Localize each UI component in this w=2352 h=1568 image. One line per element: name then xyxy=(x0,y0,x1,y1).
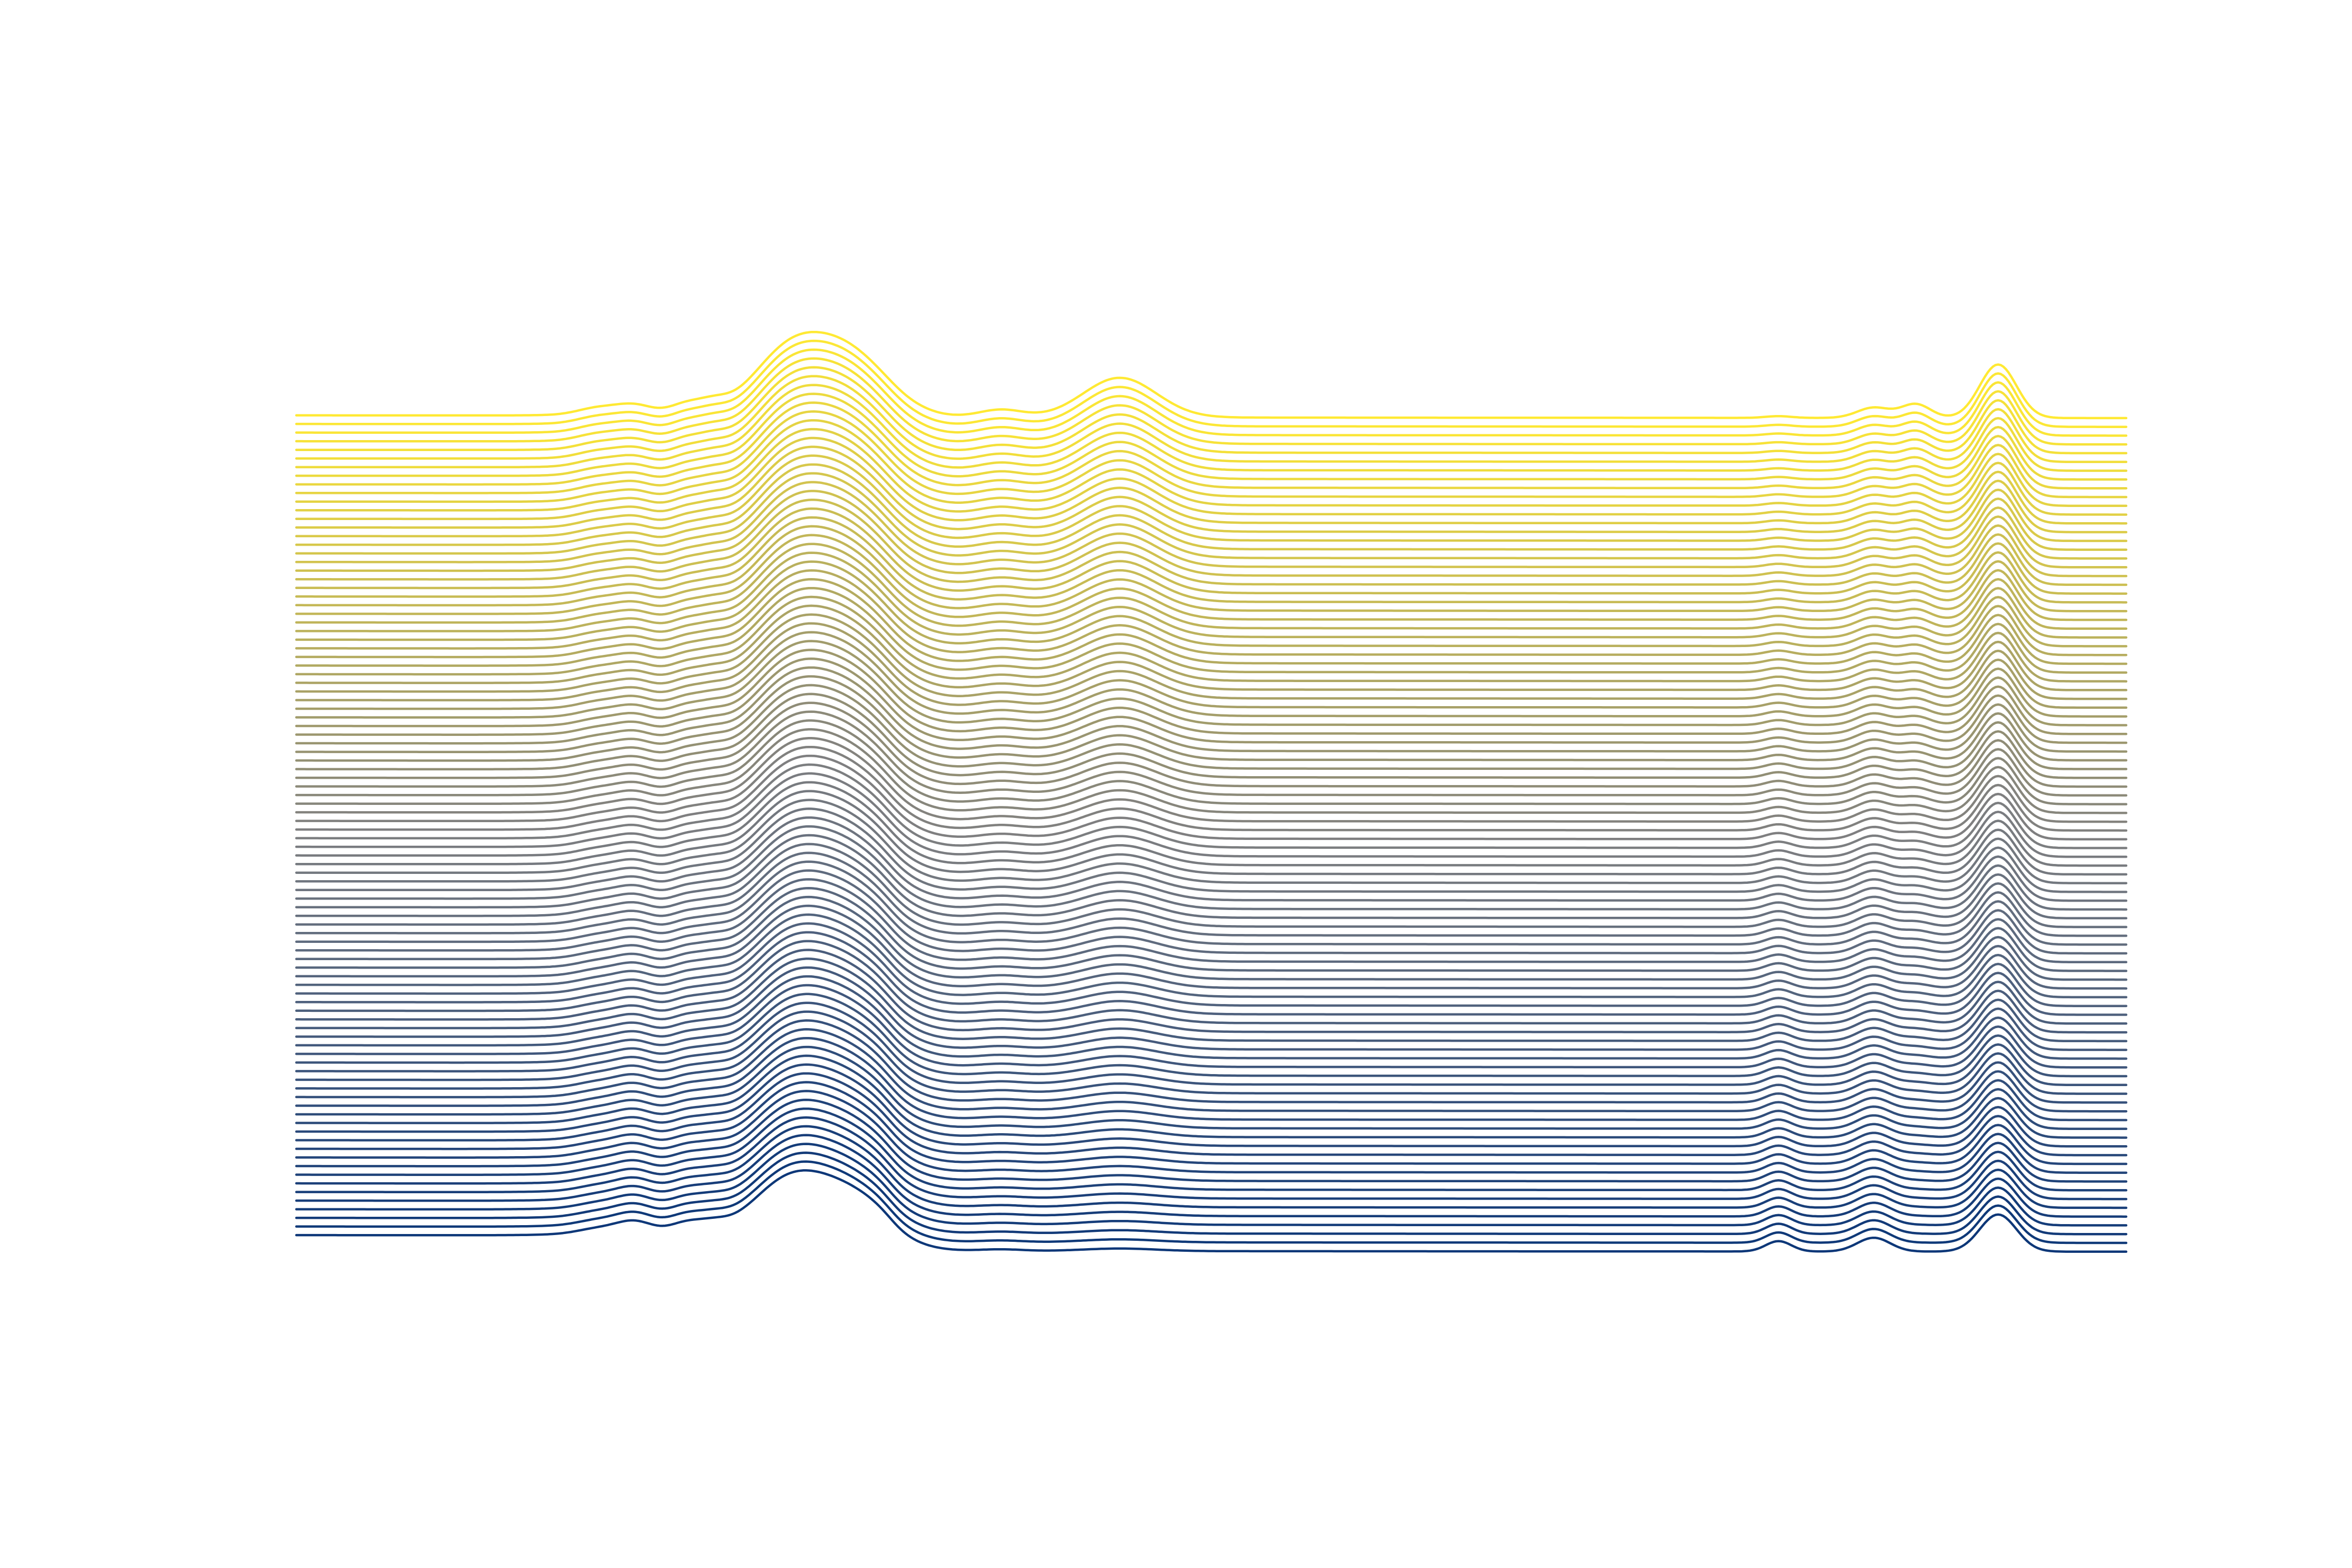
series-line-60 xyxy=(295,649,2128,735)
series-line-4 xyxy=(295,1143,2128,1227)
series-line-58 xyxy=(295,666,2128,753)
series-line-49 xyxy=(295,745,2128,832)
series-line-26 xyxy=(295,949,2128,1034)
series-line-77 xyxy=(295,499,2128,586)
series-line-65 xyxy=(295,604,2128,691)
series-line-79 xyxy=(295,481,2128,569)
series-line-61 xyxy=(295,640,2128,727)
series-group xyxy=(295,330,2128,1253)
series-line-41 xyxy=(295,816,2128,902)
series-line-88 xyxy=(295,401,2128,490)
series-line-91 xyxy=(295,375,2128,464)
series-line-39 xyxy=(295,834,2128,920)
series-line-35 xyxy=(295,869,2128,955)
series-line-37 xyxy=(295,851,2128,937)
series-line-30 xyxy=(295,913,2128,999)
series-line-25 xyxy=(295,958,2128,1043)
series-line-14 xyxy=(295,1054,2128,1139)
series-line-17 xyxy=(295,1028,2128,1113)
series-line-76 xyxy=(295,507,2128,595)
series-line-28 xyxy=(295,931,2128,1016)
series-line-66 xyxy=(295,595,2128,683)
series-line-86 xyxy=(295,419,2128,508)
series-line-8 xyxy=(295,1107,2128,1192)
series-line-19 xyxy=(295,1010,2128,1095)
series-line-90 xyxy=(295,384,2128,472)
series-line-70 xyxy=(295,560,2128,648)
series-line-34 xyxy=(295,878,2128,964)
series-line-85 xyxy=(295,428,2128,516)
series-line-44 xyxy=(295,790,2128,876)
series-line-78 xyxy=(295,490,2128,578)
series-line-43 xyxy=(295,799,2128,884)
series-line-51 xyxy=(295,728,2128,814)
series-line-40 xyxy=(295,825,2128,911)
series-line-73 xyxy=(295,534,2128,621)
series-line-1 xyxy=(295,1169,2128,1253)
series-line-33 xyxy=(295,887,2128,972)
series-line-59 xyxy=(295,658,2128,744)
series-line-9 xyxy=(295,1099,2128,1183)
series-line-96 xyxy=(295,330,2128,420)
series-line-18 xyxy=(295,1019,2128,1104)
series-line-95 xyxy=(295,339,2128,428)
series-line-83 xyxy=(295,445,2128,534)
series-line-94 xyxy=(295,348,2128,437)
series-line-55 xyxy=(295,693,2128,779)
series-line-27 xyxy=(295,940,2128,1025)
series-line-92 xyxy=(295,366,2128,455)
series-line-54 xyxy=(295,701,2128,788)
series-line-87 xyxy=(295,410,2128,499)
series-line-31 xyxy=(295,904,2128,990)
series-line-29 xyxy=(295,922,2128,1007)
series-line-62 xyxy=(295,631,2128,718)
series-line-53 xyxy=(295,710,2128,797)
series-line-7 xyxy=(295,1116,2128,1201)
series-line-38 xyxy=(295,843,2128,928)
series-line-32 xyxy=(295,895,2128,981)
series-line-42 xyxy=(295,808,2128,893)
series-line-2 xyxy=(295,1160,2128,1244)
series-line-22 xyxy=(295,984,2128,1069)
series-line-10 xyxy=(295,1090,2128,1174)
series-line-89 xyxy=(295,393,2128,481)
series-line-57 xyxy=(295,675,2128,762)
series-line-75 xyxy=(295,516,2128,604)
series-line-93 xyxy=(295,357,2128,446)
series-line-50 xyxy=(295,737,2128,823)
series-line-6 xyxy=(295,1125,2128,1209)
series-line-64 xyxy=(295,613,2128,700)
series-line-52 xyxy=(295,719,2128,805)
series-line-21 xyxy=(295,993,2128,1078)
series-line-47 xyxy=(295,763,2128,849)
series-line-46 xyxy=(295,772,2128,858)
series-line-56 xyxy=(295,684,2128,770)
series-line-36 xyxy=(295,860,2128,946)
series-line-13 xyxy=(295,1063,2128,1148)
series-line-12 xyxy=(295,1072,2128,1157)
series-line-74 xyxy=(295,525,2128,613)
series-line-71 xyxy=(295,551,2128,639)
series-line-81 xyxy=(295,463,2128,551)
series-line-72 xyxy=(295,543,2128,630)
series-line-15 xyxy=(295,1045,2128,1131)
series-line-68 xyxy=(295,578,2128,665)
series-line-45 xyxy=(295,781,2128,867)
series-line-24 xyxy=(295,966,2128,1051)
series-line-3 xyxy=(295,1151,2128,1236)
series-line-5 xyxy=(295,1134,2128,1218)
series-line-67 xyxy=(295,586,2128,674)
series-line-20 xyxy=(295,1001,2128,1087)
series-line-69 xyxy=(295,569,2128,656)
series-line-82 xyxy=(295,454,2128,543)
series-line-23 xyxy=(295,975,2128,1060)
series-line-63 xyxy=(295,622,2128,709)
series-line-16 xyxy=(295,1036,2128,1122)
series-line-11 xyxy=(295,1081,2128,1166)
series-line-80 xyxy=(295,472,2128,560)
series-line-48 xyxy=(295,754,2128,840)
series-line-84 xyxy=(295,436,2128,525)
